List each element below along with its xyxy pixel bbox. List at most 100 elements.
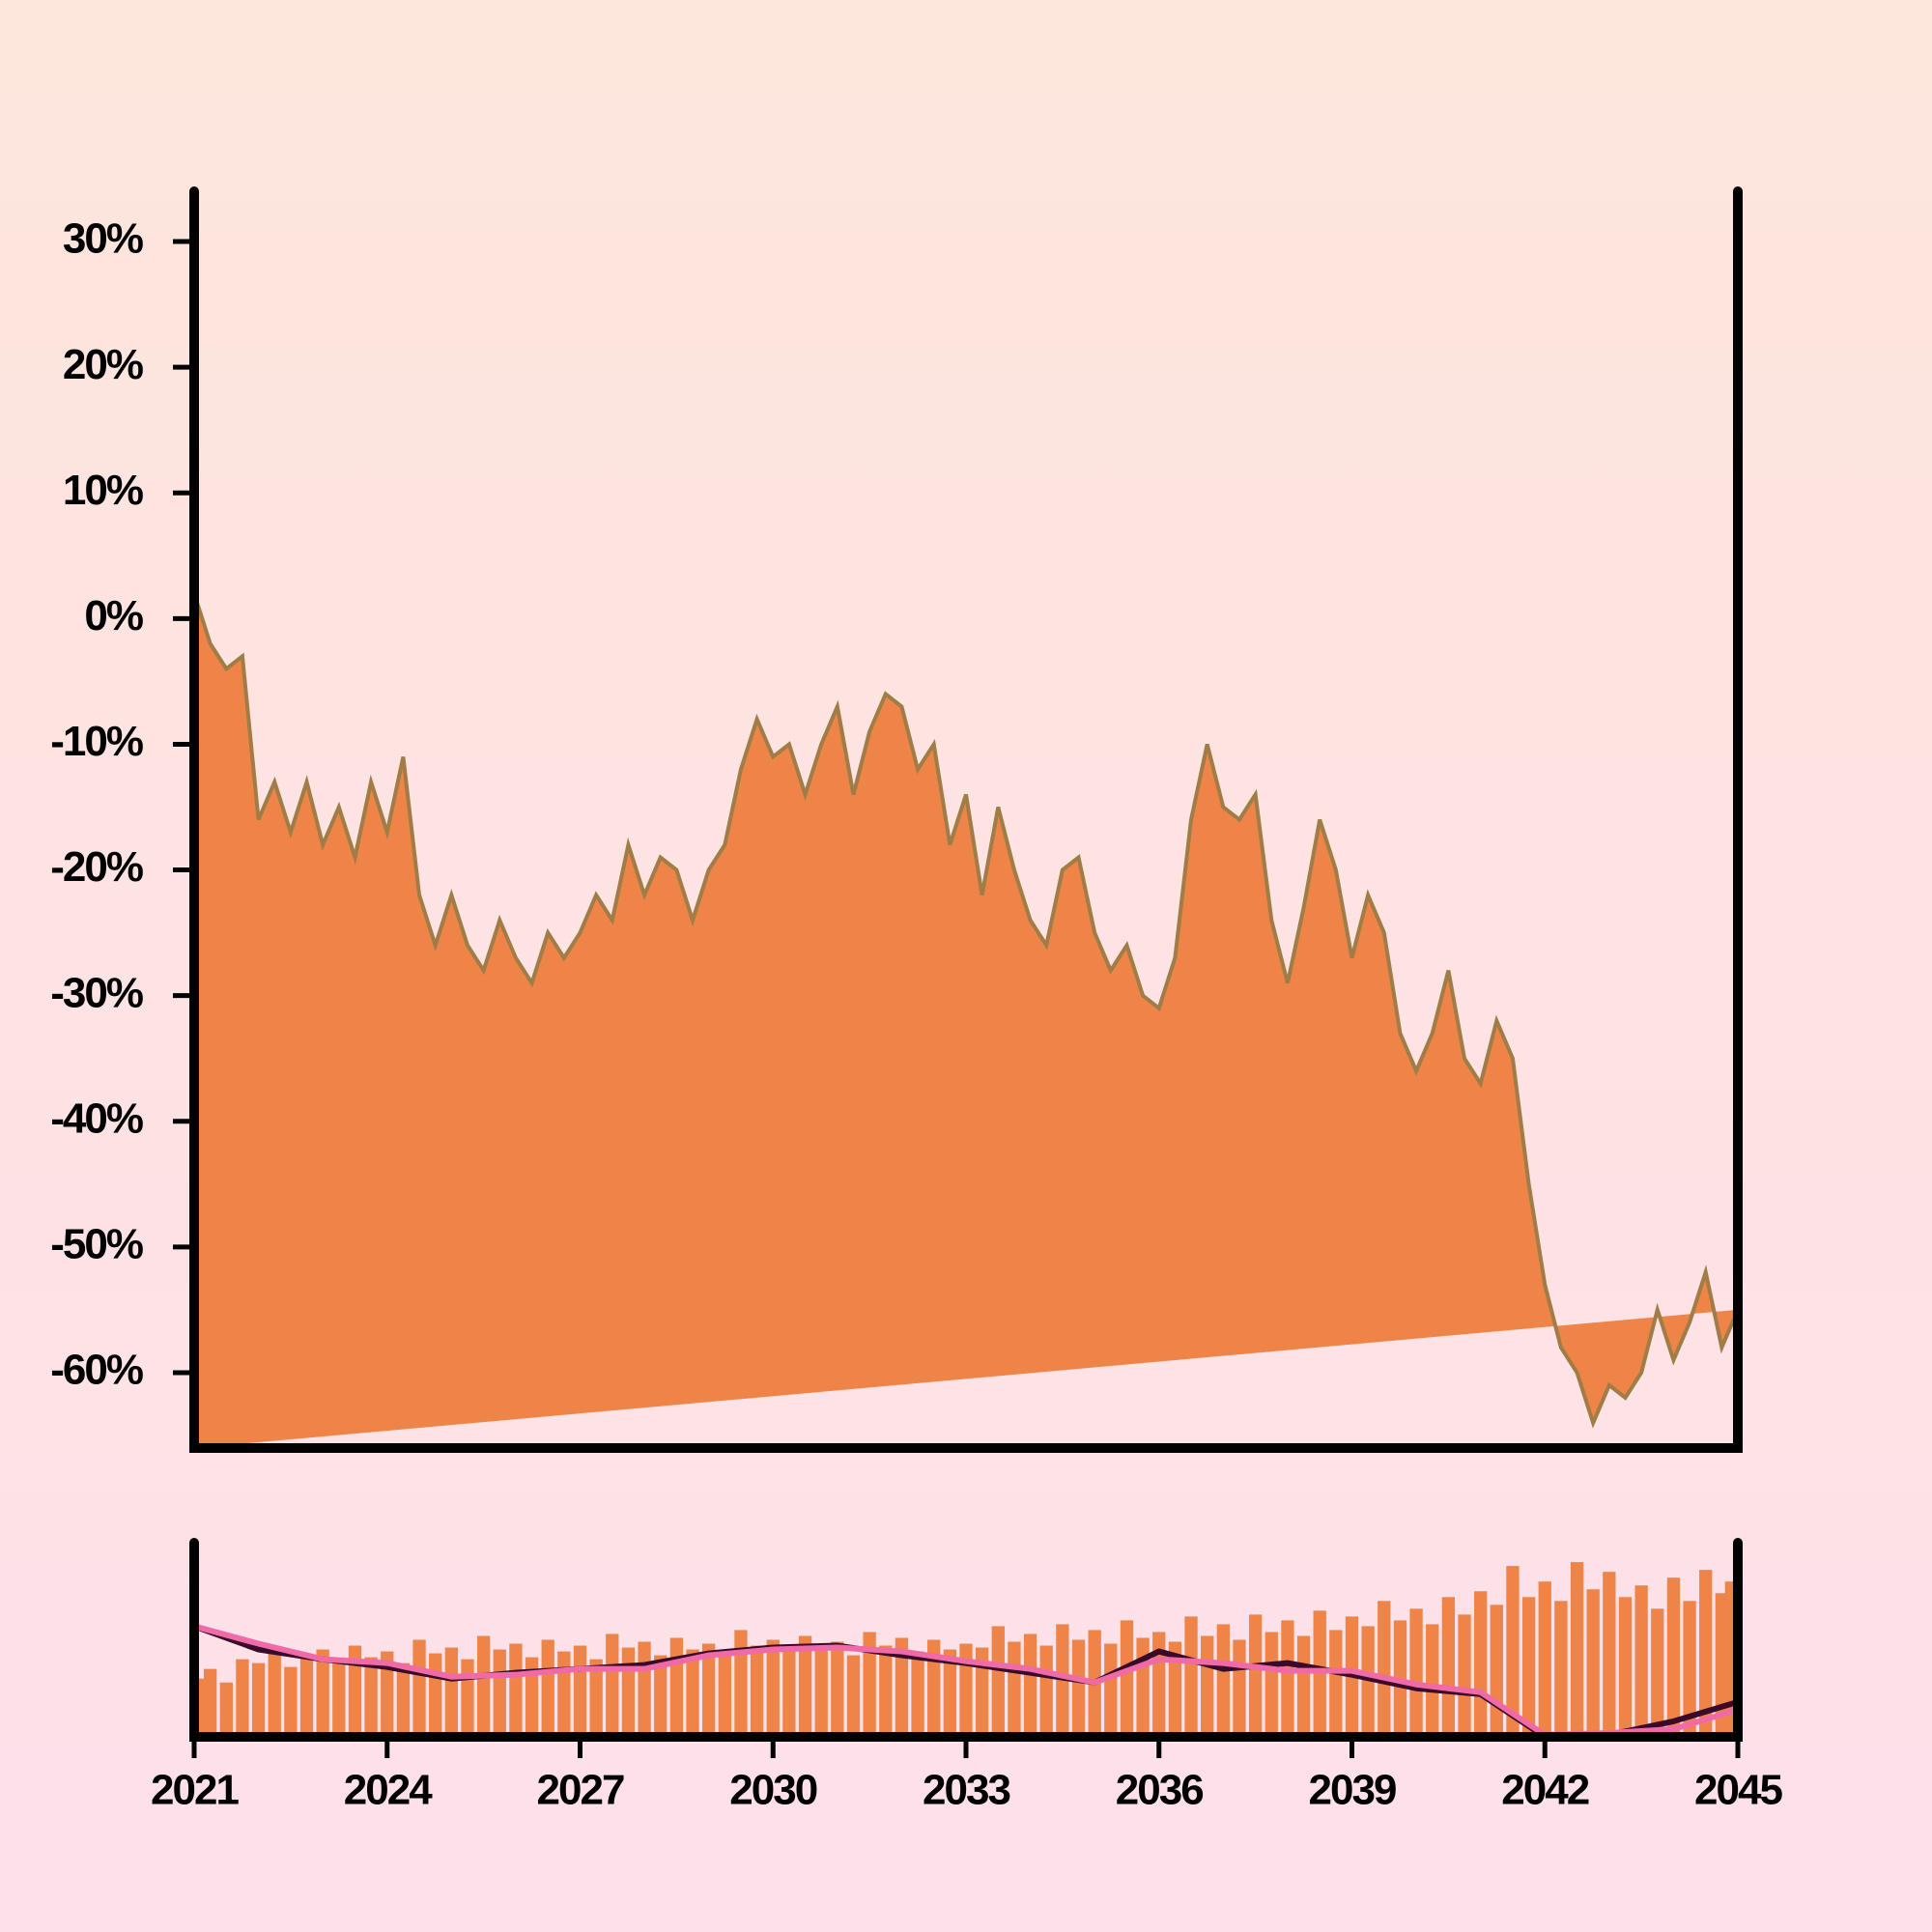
bar (669, 1637, 684, 1737)
bar (991, 1626, 1005, 1737)
bar (476, 1635, 491, 1737)
bar (1008, 1641, 1021, 1737)
bar (444, 1647, 458, 1737)
bar (863, 1632, 876, 1737)
bar (1506, 1566, 1520, 1737)
axis-frame (189, 1538, 1743, 1742)
x-tick-label: 2045 (1694, 1767, 1782, 1814)
bar (1490, 1605, 1503, 1737)
bar (1296, 1635, 1311, 1737)
y-tick-label: 30% (63, 215, 143, 263)
bar (1329, 1630, 1343, 1737)
bar (846, 1655, 861, 1737)
bar (1426, 1624, 1439, 1737)
y-tick-label: -10% (50, 718, 143, 765)
bar (798, 1635, 812, 1737)
bar (1281, 1620, 1294, 1737)
bar (766, 1639, 780, 1737)
bar (1458, 1614, 1471, 1737)
bar (1216, 1624, 1230, 1737)
bar (621, 1647, 636, 1737)
y-tick-label: -20% (50, 843, 143, 891)
bar (219, 1682, 233, 1737)
bar (1699, 1570, 1713, 1737)
bar (1201, 1635, 1214, 1737)
bar (750, 1645, 764, 1737)
bar (1071, 1639, 1086, 1737)
bar (831, 1641, 844, 1737)
bar (589, 1659, 603, 1737)
y-tick-label: -30% (50, 969, 143, 1016)
y-tick-label: -40% (50, 1094, 143, 1142)
area-line (192, 592, 1740, 1429)
bar (364, 1657, 378, 1737)
area-fill (194, 593, 1738, 1448)
bar (1409, 1608, 1423, 1737)
bar (1586, 1589, 1600, 1737)
bar (251, 1662, 266, 1737)
bar (911, 1651, 924, 1737)
bar (1651, 1608, 1664, 1737)
x-tick-label: 2039 (1309, 1767, 1396, 1814)
y-tick-label: 10% (63, 467, 143, 514)
bar (461, 1659, 474, 1737)
bar (1039, 1645, 1053, 1737)
bar (1554, 1601, 1568, 1737)
bar (1570, 1562, 1584, 1737)
bar (332, 1661, 346, 1737)
x-tick-label: 2021 (151, 1767, 239, 1814)
x-tick-label: 2033 (923, 1767, 1009, 1814)
bar (1521, 1597, 1536, 1737)
bar (525, 1657, 539, 1737)
bar (1378, 1601, 1391, 1737)
bar (348, 1645, 362, 1737)
bar (493, 1649, 506, 1737)
bar (895, 1637, 909, 1737)
bar (284, 1666, 298, 1737)
bar (814, 1647, 828, 1737)
bar (1683, 1601, 1696, 1737)
bar (927, 1639, 941, 1737)
bar (686, 1649, 699, 1737)
bar (1603, 1572, 1616, 1737)
bar (718, 1653, 731, 1737)
bar (1248, 1614, 1263, 1737)
x-tick-label: 2027 (537, 1767, 624, 1814)
bar (1023, 1634, 1037, 1737)
bar (1666, 1577, 1681, 1737)
x-tick-label: 2030 (729, 1767, 816, 1814)
bar (299, 1655, 314, 1737)
y-tick-label: 0% (84, 592, 142, 639)
bar (975, 1647, 989, 1737)
bar (702, 1643, 716, 1737)
y-tick-label: -50% (50, 1220, 143, 1267)
bar (782, 1651, 796, 1737)
bar (573, 1645, 587, 1737)
y-tick-label: -60% (50, 1347, 143, 1394)
bar (381, 1651, 394, 1737)
bar (203, 1668, 217, 1737)
bar (1136, 1637, 1150, 1737)
bar (557, 1651, 571, 1737)
x-tick-label: 2042 (1501, 1767, 1588, 1814)
x-tick-label: 2024 (344, 1767, 433, 1814)
bar (1313, 1610, 1326, 1737)
bar (1233, 1639, 1246, 1737)
bar (1441, 1597, 1456, 1737)
x-tick-label: 2036 (1116, 1767, 1203, 1814)
bar (734, 1630, 748, 1737)
bar (1104, 1643, 1118, 1737)
bar (1618, 1597, 1633, 1737)
bar (879, 1645, 893, 1737)
bar (959, 1643, 973, 1737)
bar (396, 1662, 411, 1737)
bar (1361, 1626, 1375, 1737)
bar (943, 1649, 957, 1737)
bar (412, 1639, 426, 1737)
bar (316, 1649, 329, 1737)
bar (1120, 1620, 1134, 1737)
bar (1634, 1585, 1648, 1737)
bar (1264, 1632, 1278, 1737)
bar (1152, 1632, 1166, 1737)
line (193, 1623, 1739, 1738)
